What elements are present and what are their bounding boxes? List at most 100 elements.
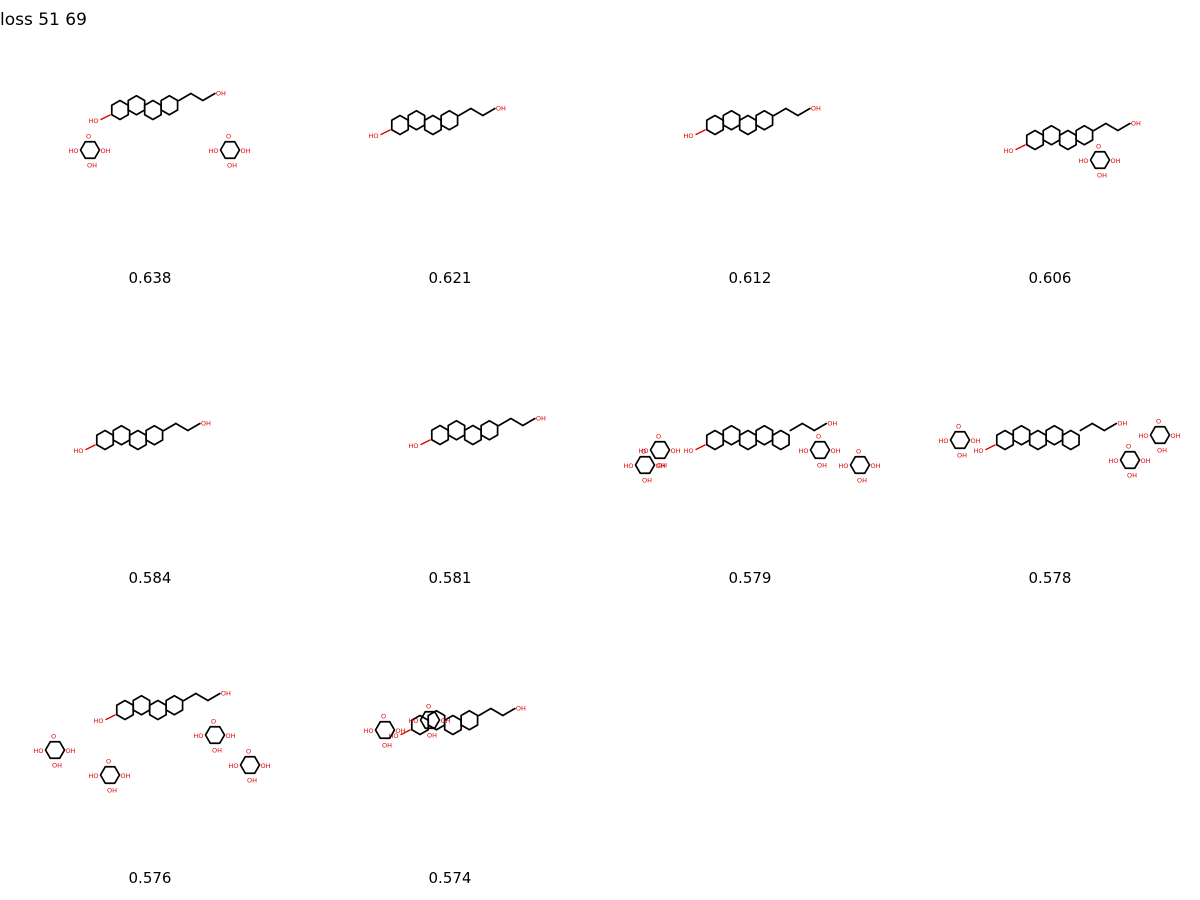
svg-text:O: O	[246, 748, 251, 756]
molecule-cell: OH HO O HO OH OH O HO OH OH O HO OH OH 0.578	[900, 300, 1200, 600]
molecule-cell: OH HO 0.584	[0, 300, 300, 600]
svg-text:OH: OH	[1141, 457, 1151, 465]
sterol-molecule-icon: OH HO	[74, 420, 211, 455]
svg-text:OH: OH	[817, 462, 827, 470]
svg-text:OH: OH	[52, 762, 62, 770]
svg-text:HO: HO	[939, 437, 949, 445]
svg-text:HO: HO	[799, 447, 809, 455]
svg-text:HO: HO	[89, 772, 99, 780]
similarity-score: 0.579	[728, 569, 772, 587]
svg-text:HO: HO	[684, 132, 694, 140]
similarity-score: 0.584	[128, 569, 172, 587]
svg-text:OH: OH	[831, 447, 841, 455]
svg-text:HO: HO	[209, 147, 219, 155]
svg-text:O: O	[226, 133, 231, 141]
svg-text:OH: OH	[957, 452, 967, 460]
svg-text:O: O	[956, 423, 961, 431]
svg-text:HO: HO	[194, 732, 204, 740]
similarity-score: 0.606	[1028, 269, 1072, 287]
svg-text:O: O	[641, 448, 646, 456]
svg-text:HO: HO	[1004, 147, 1014, 155]
svg-text:OH: OH	[516, 705, 526, 713]
svg-text:HO: HO	[1109, 457, 1119, 465]
svg-text:OH: OH	[1097, 172, 1107, 180]
svg-text:HO: HO	[1079, 157, 1089, 165]
svg-text:OH: OH	[201, 420, 211, 428]
svg-text:O: O	[106, 758, 111, 766]
svg-text:O: O	[86, 133, 91, 141]
svg-text:HO: HO	[409, 442, 419, 450]
similarity-score: 0.612	[728, 269, 772, 287]
svg-text:HO: HO	[34, 747, 44, 755]
svg-text:O: O	[211, 718, 216, 726]
molecule-cell: OH HO O HO OH OH O HO OH OH 0.638	[0, 0, 300, 300]
similarity-score: 0.581	[428, 569, 472, 587]
svg-text:HO: HO	[94, 717, 104, 725]
molecule-cell: OH HO O HO OH OH O HO OH OH O HO OH OH O HO OH OH 0.576	[0, 600, 300, 900]
svg-text:O: O	[1096, 143, 1101, 151]
svg-text:HO: HO	[229, 762, 239, 770]
svg-text:OH: OH	[642, 477, 652, 485]
svg-text:OH: OH	[121, 772, 131, 780]
svg-text:HO: HO	[624, 462, 634, 470]
svg-text:OH: OH	[261, 762, 271, 770]
svg-text:OH: OH	[811, 105, 821, 113]
svg-text:HO: HO	[684, 447, 694, 455]
svg-text:OH: OH	[1117, 420, 1127, 428]
triterpene-ketone-molecule-icon: OH HO	[684, 105, 821, 140]
svg-text:OH: OH	[971, 437, 981, 445]
svg-text:O: O	[856, 448, 861, 456]
svg-text:OH: OH	[221, 690, 231, 698]
svg-text:OH: OH	[857, 477, 867, 485]
svg-text:OH: OH	[671, 447, 681, 455]
similarity-score: 0.574	[428, 869, 472, 887]
svg-text:OH: OH	[1127, 472, 1137, 480]
svg-text:HO: HO	[639, 447, 649, 455]
svg-text:HO: HO	[69, 147, 79, 155]
svg-text:OH: OH	[536, 415, 546, 423]
svg-text:O: O	[1126, 443, 1131, 451]
molecule-cell: OH HO 0.581	[300, 300, 600, 600]
svg-text:OH: OH	[66, 747, 76, 755]
svg-text:OH: OH	[396, 727, 406, 735]
molecule-cell: OH HO O HO OH OH 0.606	[900, 0, 1200, 300]
svg-text:HO: HO	[369, 132, 379, 140]
triterpene-ketone-molecule-icon: OH HO	[409, 415, 546, 450]
svg-text:OH: OH	[227, 162, 237, 170]
svg-text:OH: OH	[656, 462, 666, 470]
svg-text:HO: HO	[974, 447, 984, 455]
svg-text:HO: HO	[389, 732, 399, 740]
svg-text:OH: OH	[871, 462, 881, 470]
svg-text:O: O	[51, 733, 56, 741]
svg-text:HO: HO	[89, 117, 99, 125]
molecule-cell: OH HO 0.612	[600, 0, 900, 300]
svg-text:O: O	[381, 713, 386, 721]
glycoside-molecule-icon: OH HO O HO OH OH	[1004, 120, 1141, 180]
svg-text:OH: OH	[382, 742, 392, 750]
similarity-score: 0.576	[128, 869, 172, 887]
svg-text:HO: HO	[839, 462, 849, 470]
triterpene-molecule-icon: OH HO	[369, 105, 506, 140]
svg-text:OH: OH	[212, 747, 222, 755]
svg-text:O: O	[816, 433, 821, 441]
svg-text:OH: OH	[107, 787, 117, 795]
similarity-score: 0.621	[428, 269, 472, 287]
similarity-score: 0.578	[1028, 569, 1072, 587]
svg-text:OH: OH	[216, 90, 226, 98]
svg-text:O: O	[1156, 418, 1161, 426]
molecule-cell: OH HO O HO OH OH O HO OH OH 0.574	[300, 600, 600, 900]
svg-text:OH: OH	[247, 777, 257, 785]
svg-text:OH: OH	[87, 162, 97, 170]
svg-text:OH: OH	[1131, 120, 1141, 128]
svg-text:HO: HO	[1139, 432, 1149, 440]
svg-text:O: O	[426, 703, 431, 711]
svg-text:O: O	[656, 433, 661, 441]
molecule-cell: OH HO O HO OH OH O HO OH OH O HO OH OH O HO OH OH 0.579	[600, 300, 900, 600]
svg-text:OH: OH	[827, 420, 837, 428]
